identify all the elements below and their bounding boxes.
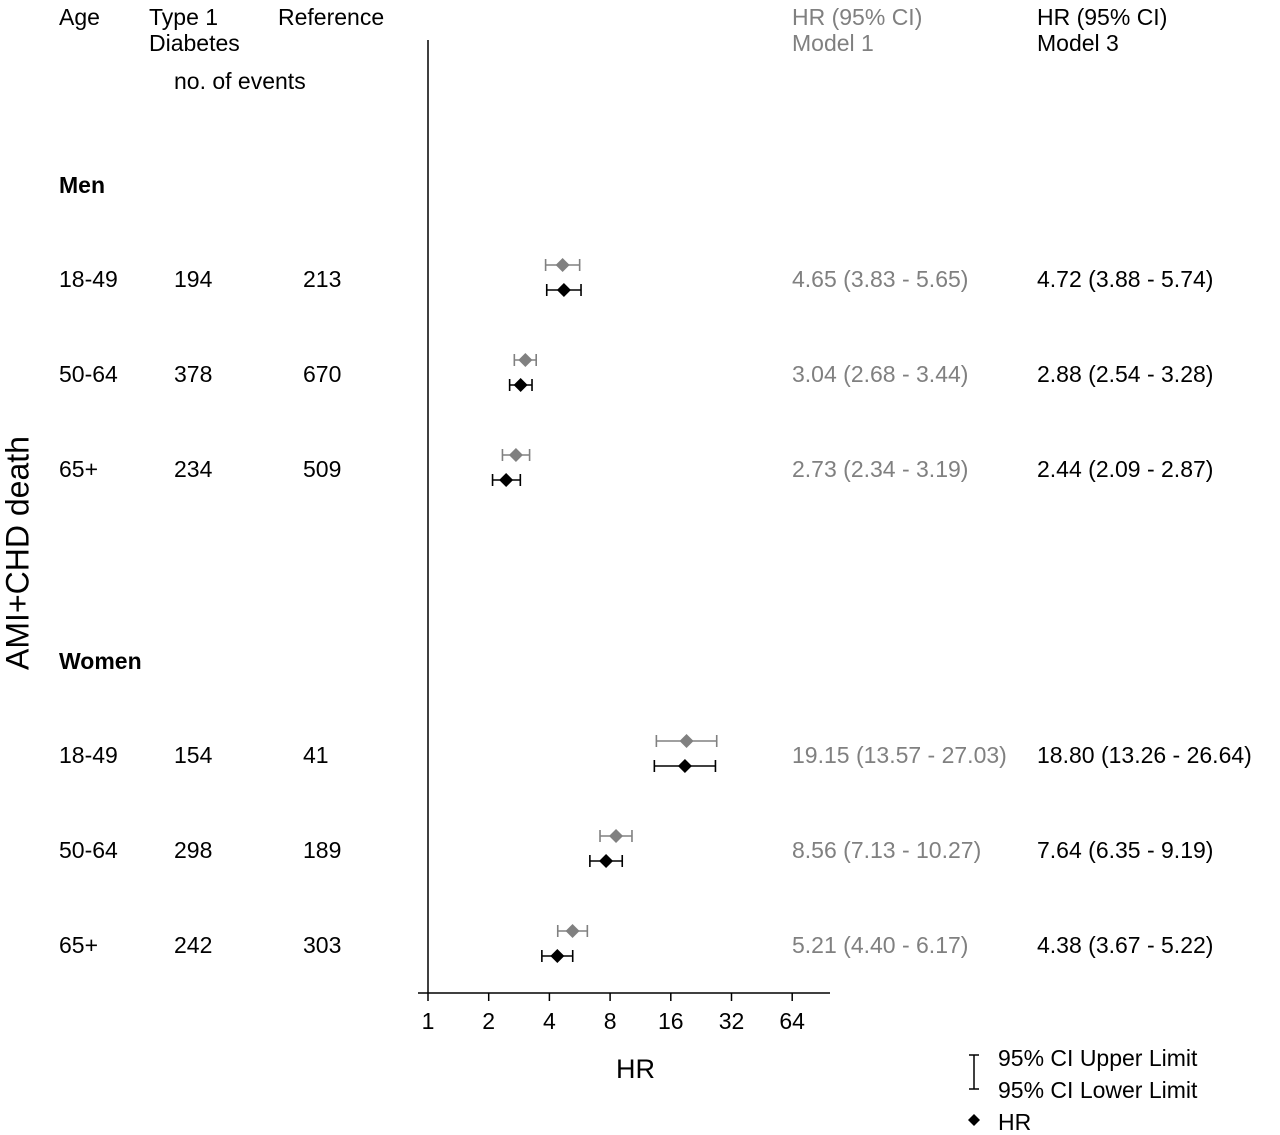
legend-upper: 95% CI Upper Limit [998,1045,1198,1071]
row-type1: 298 [174,837,213,863]
header-model1-label: Model 1 [792,30,874,56]
row-model1: 4.65 (3.83 - 5.65) [792,266,969,292]
row-reference: 189 [303,837,342,863]
hr-diamond [499,473,514,487]
hr-diamond [513,378,528,392]
row-reference: 509 [303,456,342,482]
hr-diamond [599,854,614,868]
row-model1: 19.15 (13.57 - 27.03) [792,742,1007,768]
x-axis-label: HR [616,1054,655,1084]
row-type1: 242 [174,932,213,958]
header-model3-label: Model 3 [1037,30,1119,56]
hr-diamond [679,734,694,748]
row-model1: 5.21 (4.40 - 6.17) [792,932,969,958]
row-model3: 4.72 (3.88 - 5.74) [1037,266,1214,292]
x-tick-label: 64 [779,1008,805,1034]
header-model3-hr: HR (95% CI) [1037,4,1168,30]
hr-diamond [518,353,533,367]
row-age: 50-64 [59,361,118,387]
x-tick-label: 2 [482,1008,495,1034]
group-women: Women [59,648,142,674]
row-age: 18-49 [59,742,118,768]
hr-diamond [677,759,692,773]
x-tick-label: 8 [604,1008,617,1034]
hr-diamond [555,258,570,272]
row-model3: 7.64 (6.35 - 9.19) [1037,837,1214,863]
row-reference: 670 [303,361,342,387]
row-type1: 234 [174,456,213,482]
hr-diamond [565,924,580,938]
row-model3: 18.80 (13.26 - 26.64) [1037,742,1252,768]
row-age: 65+ [59,932,99,958]
row-reference: 41 [303,742,329,768]
row-model3: 4.38 (3.67 - 5.22) [1037,932,1214,958]
header-events: no. of events [174,68,306,94]
row-model1: 3.04 (2.68 - 3.44) [792,361,969,387]
row-age: 18-49 [59,266,118,292]
row-type1: 378 [174,361,213,387]
x-tick-label: 16 [658,1008,684,1034]
hr-diamond [550,949,565,963]
header-type1: Type 1 [149,4,219,30]
row-type1: 194 [174,266,213,292]
group-men: Men [59,172,105,198]
row-model1: 8.56 (7.13 - 10.27) [792,837,982,863]
x-tick-label: 1 [422,1008,435,1034]
row-age: 65+ [59,456,99,482]
row-model3: 2.88 (2.54 - 3.28) [1037,361,1214,387]
legend-lower: 95% CI Lower Limit [998,1077,1198,1103]
row-age: 50-64 [59,837,118,863]
hr-diamond [556,283,571,297]
row-reference: 213 [303,266,342,292]
x-tick-label: 4 [543,1008,556,1034]
header-age: Age [59,4,100,30]
legend-hr: HR [998,1109,1032,1135]
row-model3: 2.44 (2.09 - 2.87) [1037,456,1214,482]
header-reference: Reference [278,4,385,30]
row-type1: 154 [174,742,213,768]
header-diabetes: Diabetes [149,30,240,56]
x-tick-label: 32 [719,1008,745,1034]
row-model1: 2.73 (2.34 - 3.19) [792,456,969,482]
hr-diamond [609,829,624,843]
header-model1-hr: HR (95% CI) [792,4,923,30]
row-reference: 303 [303,932,342,958]
hr-diamond [508,448,523,462]
